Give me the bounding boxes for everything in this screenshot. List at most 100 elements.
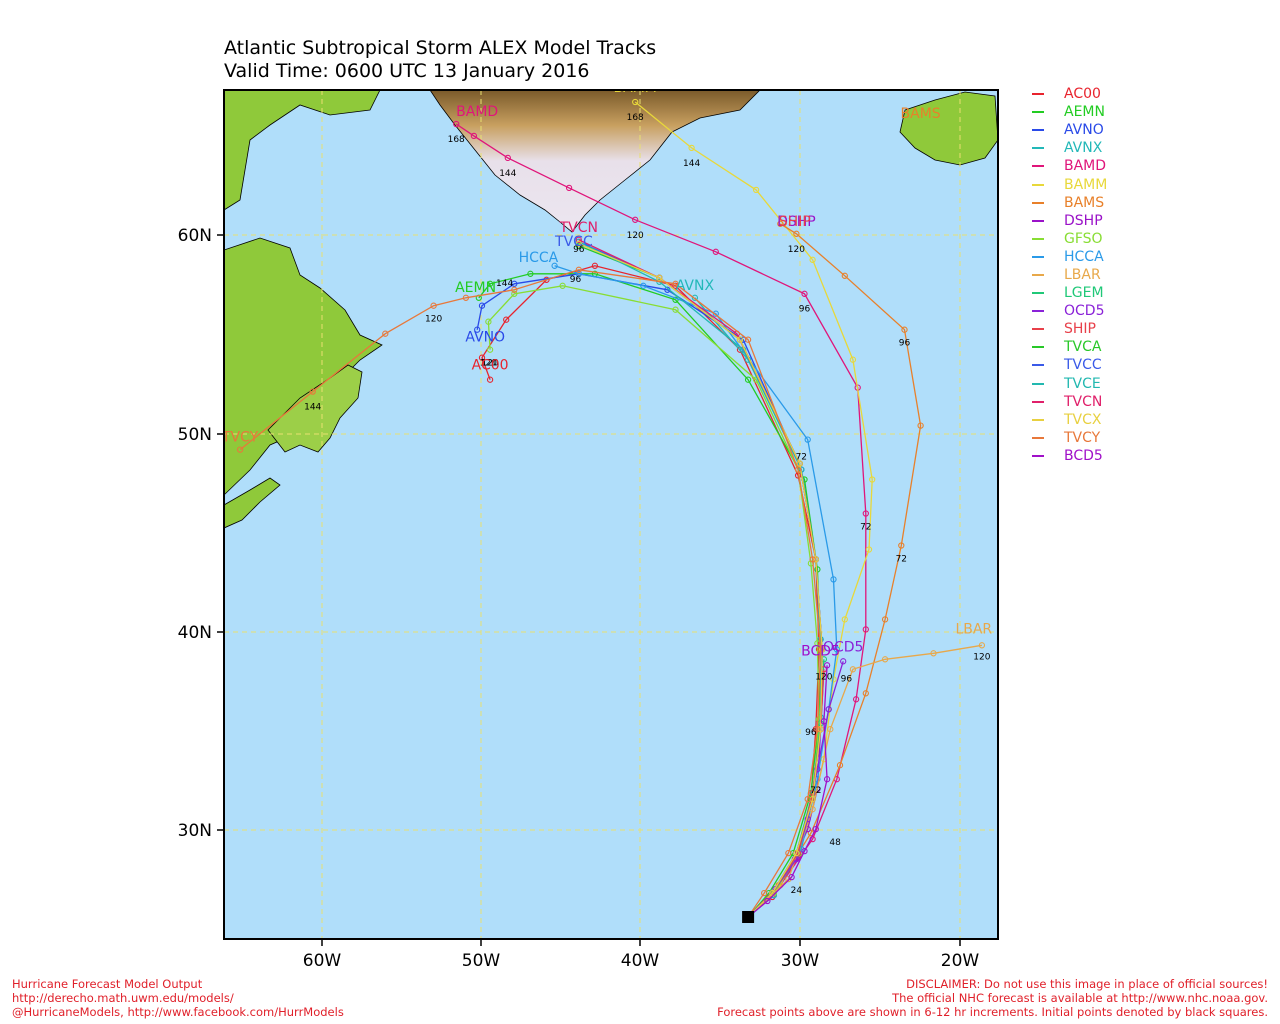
forecast-hour-label: 120 <box>482 359 499 369</box>
y-tick-label: 30N <box>178 821 212 841</box>
track-point <box>823 776 831 783</box>
track-point <box>978 642 986 649</box>
track-point <box>486 280 494 287</box>
legend-item-bcd5: BCD5 <box>1032 447 1107 465</box>
forecast-hour-label: 120 <box>815 672 832 682</box>
legend-label: TVCY <box>1064 429 1101 446</box>
forecast-hour-label: 120 <box>425 315 442 325</box>
axis-ticks <box>217 234 961 946</box>
legend-label: AVNX <box>1064 140 1103 157</box>
track-point <box>672 306 679 313</box>
track-point <box>804 436 811 443</box>
nova-scotia <box>224 477 281 529</box>
track-point <box>823 662 831 669</box>
legend-swatch <box>1032 237 1044 240</box>
legend-swatch <box>1032 165 1044 168</box>
track-point <box>744 376 752 383</box>
track-point <box>793 849 800 857</box>
legend-swatch <box>1032 400 1044 403</box>
legend-label: LBAR <box>1064 266 1101 283</box>
track-point <box>551 262 558 269</box>
track-name-label: BAMS <box>901 106 941 122</box>
track-point <box>764 897 771 905</box>
chart-title: Atlantic Subtropical Storm ALEX Model Tr… <box>224 37 657 59</box>
forecast-hour-label: 96 <box>573 245 585 255</box>
track-point <box>430 302 437 309</box>
legend-label: AEMN <box>1064 104 1105 121</box>
track-point <box>801 290 808 297</box>
track-point <box>575 266 582 273</box>
legend-swatch <box>1032 255 1044 258</box>
track-point <box>575 236 582 243</box>
track-point <box>575 242 582 249</box>
track-point <box>830 576 837 583</box>
x-tick-label: 40W <box>621 951 660 971</box>
track-point <box>849 356 857 363</box>
track-point <box>862 690 869 697</box>
track-point <box>640 282 647 289</box>
track-point <box>881 616 889 623</box>
x-tick-label: 60W <box>303 951 342 971</box>
track-point <box>862 626 869 633</box>
track-point <box>827 726 834 733</box>
track-point <box>688 144 695 152</box>
track-point <box>849 666 857 673</box>
track-point <box>632 98 639 106</box>
legend-item-ocd5: OCD5 <box>1032 302 1107 320</box>
track-point <box>478 354 486 361</box>
forecast-hour-label: 24 <box>791 886 803 896</box>
y-tick-label: 50N <box>178 425 212 445</box>
track-point <box>804 796 811 803</box>
footer-line: Forecast points above are shown in 6-12 … <box>717 1005 1268 1019</box>
track-point <box>796 460 803 467</box>
forecast-hour-label: 120 <box>788 245 805 255</box>
track-point <box>812 825 819 833</box>
baffin-coast <box>224 90 381 211</box>
track-tvcy <box>239 269 822 918</box>
track-labels: 120 144 120 72 72 96 120 144 168 144 168 72 96 120 DSH… <box>224 90 992 896</box>
track-point <box>801 847 808 855</box>
legend-label: BAMS <box>1064 194 1105 211</box>
track-point <box>833 646 840 653</box>
track-name-label: AVNO <box>465 330 505 346</box>
forecast-hour-label: 72 <box>860 523 871 533</box>
track-point <box>691 294 699 301</box>
track-gfso <box>487 285 820 918</box>
track-point <box>917 422 924 429</box>
model-tracks <box>236 98 986 918</box>
track-point <box>788 873 795 881</box>
track-point <box>785 849 792 857</box>
track-point <box>486 346 494 353</box>
legend-label: AC00 <box>1064 86 1101 103</box>
track-name-label: AVNX <box>676 278 715 294</box>
track-point <box>898 542 905 549</box>
legend-label: TVCX <box>1064 411 1102 428</box>
legend-item-bamm: BAMM <box>1032 175 1107 193</box>
legend-swatch <box>1032 328 1044 331</box>
track-point <box>809 256 816 263</box>
track-point <box>736 336 744 343</box>
legend-item-tvcn: TVCN <box>1032 393 1107 411</box>
ocean-background <box>224 90 998 939</box>
forecast-hour-label: 48 <box>829 838 841 848</box>
legend-swatch <box>1032 111 1044 114</box>
forecast-hour-label: 72 <box>796 453 807 463</box>
track-point <box>793 230 800 237</box>
forecast-hour-label: 120 <box>480 359 497 369</box>
legend-item-avnx: AVNX <box>1032 139 1107 157</box>
forecast-hour-label: 120 <box>627 231 644 241</box>
forecast-hour-label: 72 <box>810 786 821 796</box>
footer-disclaimer: DISCLAIMER: Do not use this image in pla… <box>717 977 1268 1019</box>
footer-line: DISCLAIMER: Do not use this image in pla… <box>906 977 1268 991</box>
forecast-hour-label: 96 <box>899 339 911 349</box>
forecast-hour-label: 96 <box>570 275 582 285</box>
legend-label: HCCA <box>1064 248 1104 265</box>
legend-label: DSHP <box>1064 212 1103 229</box>
forecast-hour-label: 96 <box>799 305 811 315</box>
legend-swatch <box>1032 129 1044 132</box>
legend-label: SHIP <box>1064 321 1096 338</box>
legend-label: TVCN <box>1064 393 1103 410</box>
track-point <box>511 290 518 297</box>
map-frame <box>223 89 999 940</box>
